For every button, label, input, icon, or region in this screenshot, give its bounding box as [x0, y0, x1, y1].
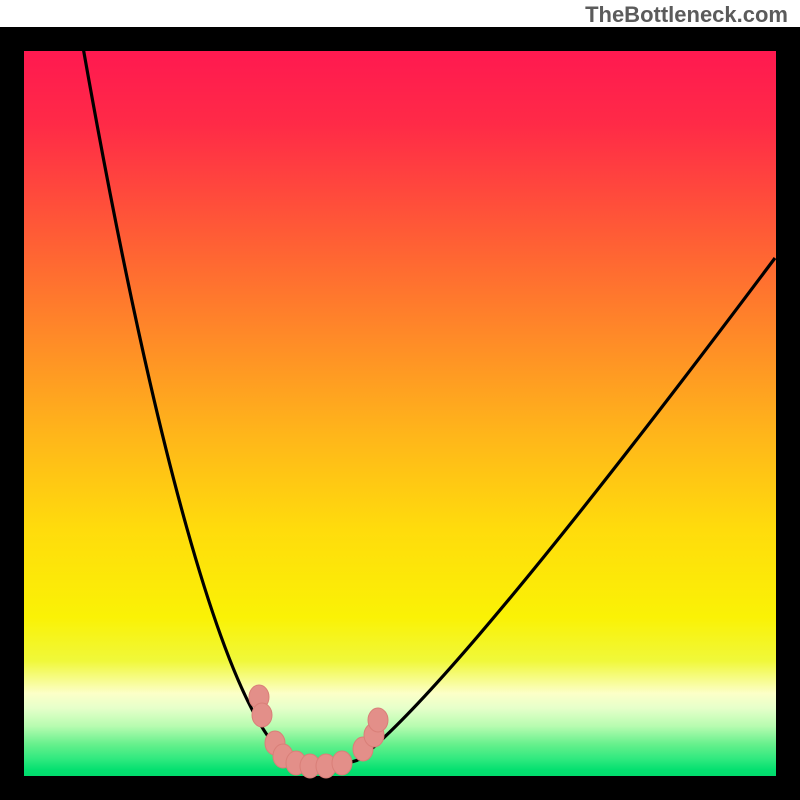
data-marker: [368, 708, 388, 732]
chart-layers: [0, 27, 800, 800]
data-marker: [252, 703, 272, 727]
bottleneck-chart: [0, 0, 800, 800]
gradient-background: [24, 51, 776, 777]
data-marker: [332, 751, 352, 775]
